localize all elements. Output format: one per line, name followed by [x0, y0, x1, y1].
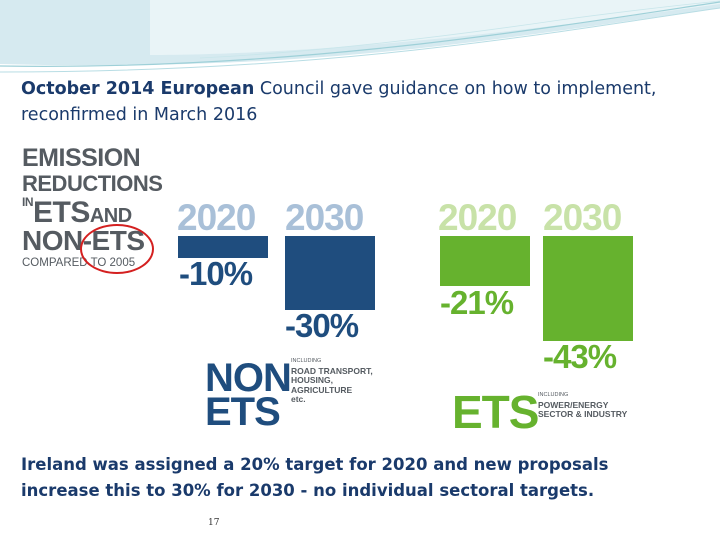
non-ets-including: INCLUDING [291, 358, 322, 364]
ets-year-2020: 2020 [438, 197, 517, 238]
non-ets-name-line2: ETS [205, 390, 281, 434]
title-rest: Council gave guidance on how to implemen… [254, 79, 657, 99]
ets-pct-2020: -21% [440, 284, 514, 321]
non-ets-pct-2030: -30% [285, 307, 359, 344]
ets-including: INCLUDING [538, 392, 569, 398]
highlight-circle [80, 224, 154, 274]
decorative-swoosh [0, 0, 720, 73]
non-ets-sector: ROAD TRANSPORT, [291, 365, 373, 376]
title-line2: reconfirmed in March 2016 [21, 105, 258, 125]
ets-pct-2030: -43% [543, 338, 617, 375]
non-ets-year-2020: 2020 [177, 197, 256, 238]
non-ets-year-2030: 2030 [285, 197, 364, 238]
ets-name: ETS [452, 386, 539, 438]
ets-sector: SECTOR & INDUSTRY [538, 409, 628, 419]
label-in: IN [22, 195, 34, 209]
ets-sectors: INCLUDING POWER/ENERGY SECTOR & INDUSTRY [538, 391, 627, 420]
non-ets-sectors: INCLUDING ROAD TRANSPORT, HOUSING, AGRIC… [291, 357, 373, 405]
non-ets-sector: AGRICULTURE [291, 384, 353, 395]
ets-sector: POWER/ENERGY [538, 399, 609, 410]
title-bold: October 2014 European [21, 79, 255, 99]
bottom-line-2: increase this to 30% for 2030 - no indiv… [21, 481, 595, 500]
label-line-1: EMISSION [22, 144, 141, 172]
label-ets: ETS [33, 196, 90, 229]
label-line-2: REDUCTIONS [22, 171, 163, 196]
label-and: AND [89, 205, 132, 227]
ets-bar-2030 [543, 236, 633, 341]
bottom-text: Ireland was assigned a 20% target for 20… [21, 452, 711, 504]
bottom-line-1: Ireland was assigned a 20% target for 20… [21, 455, 609, 474]
non-ets-bar-2030 [285, 236, 375, 310]
non-ets-sector: HOUSING, [291, 375, 334, 385]
page-number: 17 [208, 518, 220, 528]
ets-bar-2020 [440, 236, 530, 286]
non-ets-name-line1: NON [205, 356, 292, 400]
non-ets-sector: etc. [291, 394, 306, 404]
non-ets-bar-2020 [178, 236, 268, 258]
slide-title: October 2014 European Council gave guida… [21, 76, 711, 128]
non-ets-pct-2020: -10% [179, 255, 253, 292]
ets-year-2030: 2030 [543, 197, 622, 238]
label-line-3: INETSAND [22, 196, 182, 228]
